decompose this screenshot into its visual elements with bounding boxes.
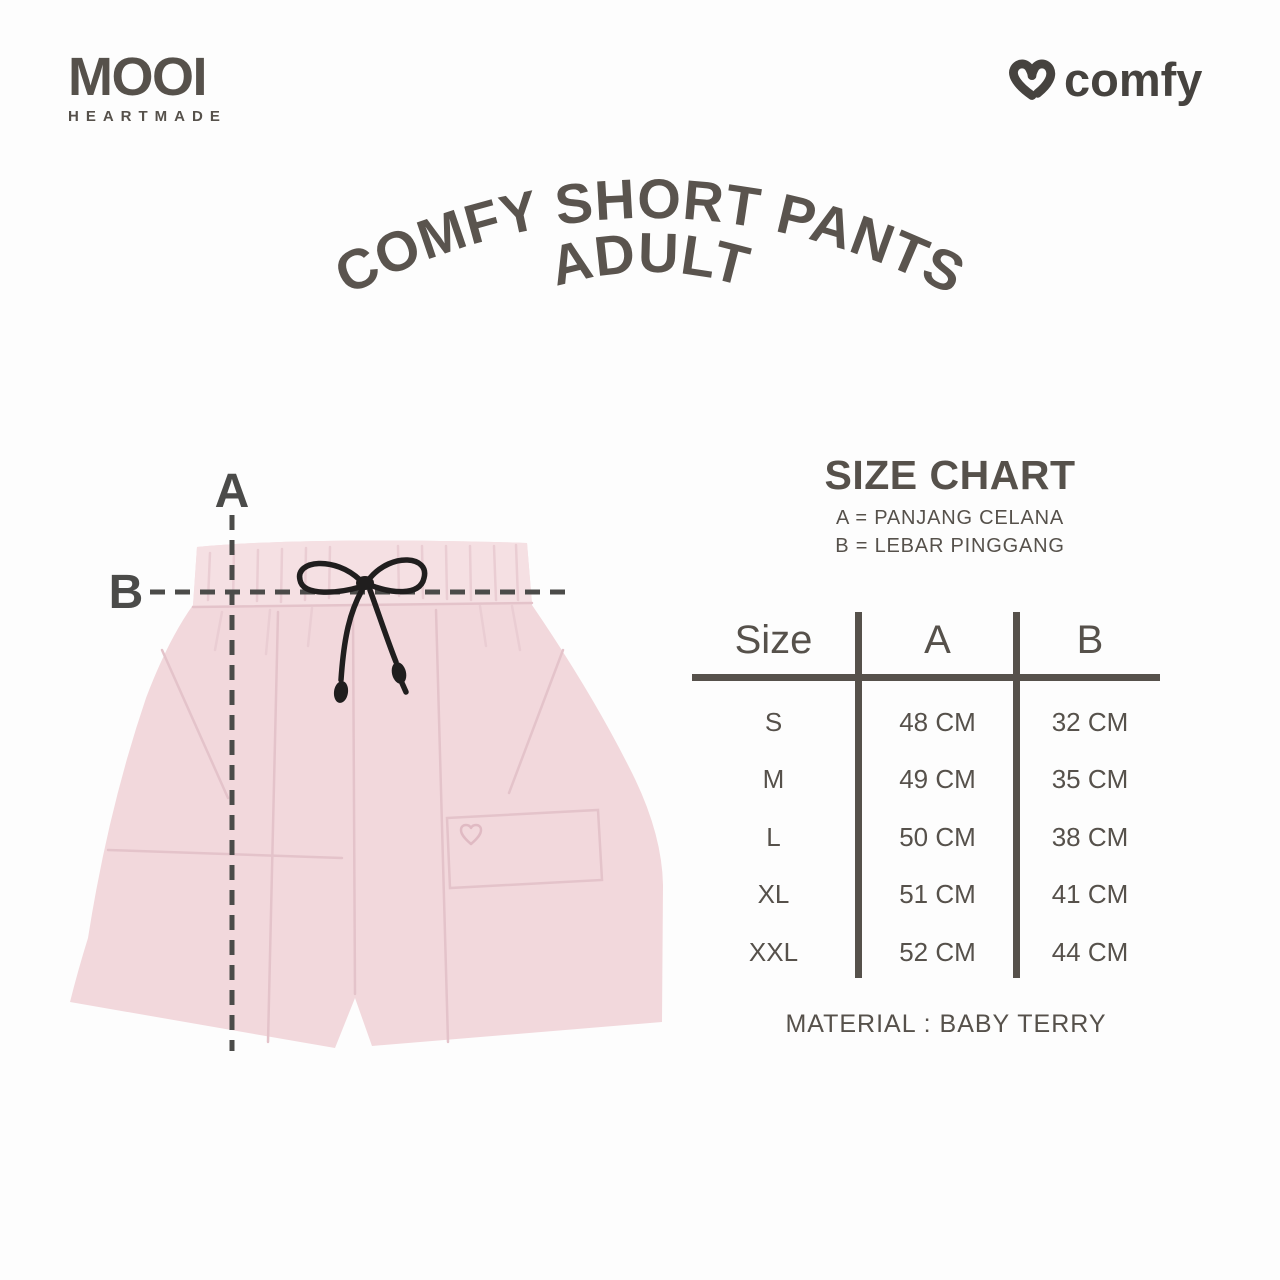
table-divider-vertical-1 [855, 612, 862, 978]
table-row-a: 52 CM [899, 937, 976, 967]
table-row-a: 50 CM [899, 822, 976, 852]
table-row-a: 48 CM [899, 707, 976, 737]
legend-a: A = PANJANG CELANA [836, 507, 1064, 529]
table-row-size: XL [757, 879, 790, 909]
svg-text:ADULT: ADULT [544, 221, 757, 298]
table-row-b: 32 CM [1051, 707, 1129, 737]
table-row-size: L [766, 822, 781, 852]
mooi-logo-tagline: HEARTMADE [68, 108, 227, 125]
size-chart-heading: SIZE CHART [824, 452, 1076, 498]
heart-embroidery-icon [459, 823, 483, 846]
pants-waistband [193, 540, 532, 607]
table-row-b: 41 CM [1051, 879, 1129, 909]
legend-b: B = LEBAR PINGGANG [835, 535, 1065, 557]
table-row-a: 49 CM [899, 764, 976, 794]
measure-label-b: B [109, 566, 144, 619]
table-row-a: 51 CM [899, 879, 976, 909]
mooi-logo: MOOI HEARTMADE [68, 50, 227, 125]
table-row-size: XXL [748, 937, 799, 967]
drawstring [297, 557, 428, 703]
table-row-size: M [762, 764, 785, 794]
table-divider-horizontal [692, 674, 1160, 681]
table-divider-vertical-2 [1013, 612, 1020, 978]
column-header-a: A [924, 618, 951, 662]
material-note: MATERIAL : BABY TERRY [785, 1010, 1107, 1038]
table-row-b: 38 CM [1051, 822, 1129, 852]
table-row-size: S [764, 707, 783, 737]
fabric-gathers [213, 604, 522, 656]
product-title: COMFY SHORT PANTS ADULT [325, 167, 974, 306]
column-header-size: Size [734, 618, 813, 662]
pants-photo [70, 540, 663, 1048]
pants-measurement-diagram: A B [70, 465, 663, 1051]
table-row-b: 35 CM [1051, 764, 1129, 794]
comfy-logo-wordmark: comfy [1064, 53, 1203, 106]
table-row-b: 44 CM [1051, 937, 1129, 967]
title-line2: ADULT [544, 221, 756, 298]
measure-label-a: A [215, 465, 250, 518]
mooi-logo-wordmark: MOOI [68, 47, 207, 107]
comfy-logo: comfy [1008, 56, 1202, 103]
pants-seams [106, 608, 604, 1044]
heart-icon [1009, 59, 1056, 100]
column-header-b: B [1076, 618, 1104, 662]
